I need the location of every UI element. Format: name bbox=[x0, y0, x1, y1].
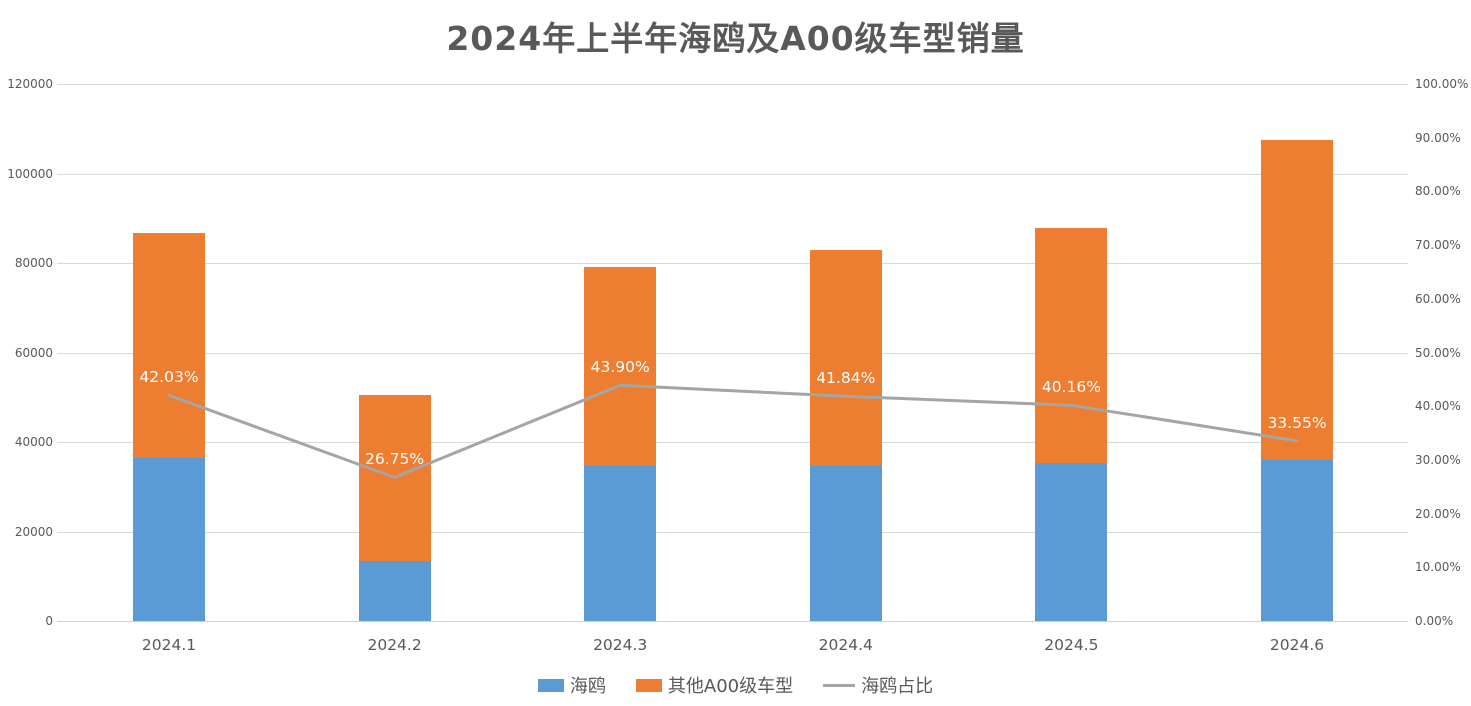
bar-seagull-segment bbox=[358, 560, 431, 621]
right-axis-tick-label: 10.00% bbox=[1415, 560, 1461, 575]
line-point-label: 41.84% bbox=[816, 369, 876, 388]
x-axis-category-label: 2024.2 bbox=[367, 636, 422, 654]
x-axis-line bbox=[57, 621, 1408, 622]
right-axis-tick-label: 90.00% bbox=[1415, 130, 1461, 145]
left-axis-tick-label: 40000 bbox=[14, 435, 53, 449]
bar-other-a00-segment bbox=[809, 250, 882, 466]
legend: 海鸥 其他A00级车型 海鸥占比 bbox=[0, 672, 1471, 698]
right-axis-tick-label: 0.00% bbox=[1415, 614, 1454, 628]
right-axis-tick-label: 30.00% bbox=[1415, 452, 1461, 467]
left-axis-tick-label: 120000 bbox=[7, 77, 53, 91]
right-axis-tick-label: 80.00% bbox=[1415, 184, 1461, 199]
line-point-label: 40.16% bbox=[1041, 378, 1101, 397]
right-axis-tick-label: 50.00% bbox=[1415, 345, 1461, 360]
gridline bbox=[57, 442, 1408, 443]
line-point-label: 43.90% bbox=[590, 358, 650, 377]
legend-label-seagull: 海鸥 bbox=[569, 676, 606, 697]
bar-other-a00-segment bbox=[1035, 227, 1108, 464]
bar-other-a00-segment bbox=[1261, 139, 1333, 460]
right-axis-tick-label: 60.00% bbox=[1415, 291, 1461, 306]
right-axis-tick-label: 70.00% bbox=[1415, 238, 1461, 253]
line-point-label: 33.55% bbox=[1267, 413, 1327, 432]
gridline bbox=[57, 173, 1408, 175]
seagull-share-line bbox=[167, 383, 1299, 479]
bar-seagull-segment bbox=[133, 457, 205, 621]
line-point-label: 42.03% bbox=[139, 368, 199, 387]
x-axis-category-label: 2024.3 bbox=[593, 636, 648, 654]
legend-item-seagull: 海鸥 bbox=[537, 672, 606, 698]
left-axis-tick-label: 80000 bbox=[14, 256, 53, 270]
legend-item-other-a00: 其他A00级车型 bbox=[635, 672, 794, 698]
bar-other-a00-segment bbox=[133, 233, 205, 458]
right-axis-tick-label: 100.00% bbox=[1415, 77, 1469, 91]
seagull-swatch-icon bbox=[537, 678, 564, 692]
chart-title: 2024年上半年海鸥及A00级车型销量 bbox=[446, 19, 1025, 58]
other-a00-swatch-icon bbox=[635, 678, 662, 692]
legend-item-seagull-share: 海鸥占比 bbox=[823, 672, 933, 698]
legend-label-other-a00: 其他A00级车型 bbox=[667, 676, 794, 697]
x-axis-category-label: 2024.1 bbox=[141, 636, 197, 654]
right-axis-tick-label: 20.00% bbox=[1415, 506, 1461, 521]
bar-seagull-segment bbox=[809, 465, 882, 621]
x-axis-category-label: 2024.6 bbox=[1269, 636, 1325, 654]
left-axis-tick-label: 20000 bbox=[14, 524, 53, 539]
gridline bbox=[57, 263, 1408, 264]
right-axis-tick-label: 40.00% bbox=[1415, 399, 1461, 414]
gridline bbox=[57, 531, 1408, 533]
line-point-label: 26.75% bbox=[365, 450, 425, 469]
left-axis-tick-label: 0 bbox=[45, 614, 53, 628]
x-axis-category-label: 2024.5 bbox=[1044, 636, 1099, 654]
x-axis-category-label: 2024.4 bbox=[818, 636, 873, 654]
bar-seagull-segment bbox=[584, 465, 657, 621]
left-axis-tick-label: 100000 bbox=[7, 166, 53, 181]
left-axis-tick-label: 60000 bbox=[14, 345, 53, 360]
seagull-share-line-icon bbox=[823, 683, 856, 687]
gridline bbox=[57, 352, 1408, 354]
legend-label-seagull-share: 海鸥占比 bbox=[861, 676, 934, 697]
bar-seagull-segment bbox=[1261, 459, 1333, 621]
gridline bbox=[57, 84, 1408, 85]
bar-other-a00-segment bbox=[358, 395, 431, 561]
bar-seagull-segment bbox=[1035, 463, 1108, 621]
